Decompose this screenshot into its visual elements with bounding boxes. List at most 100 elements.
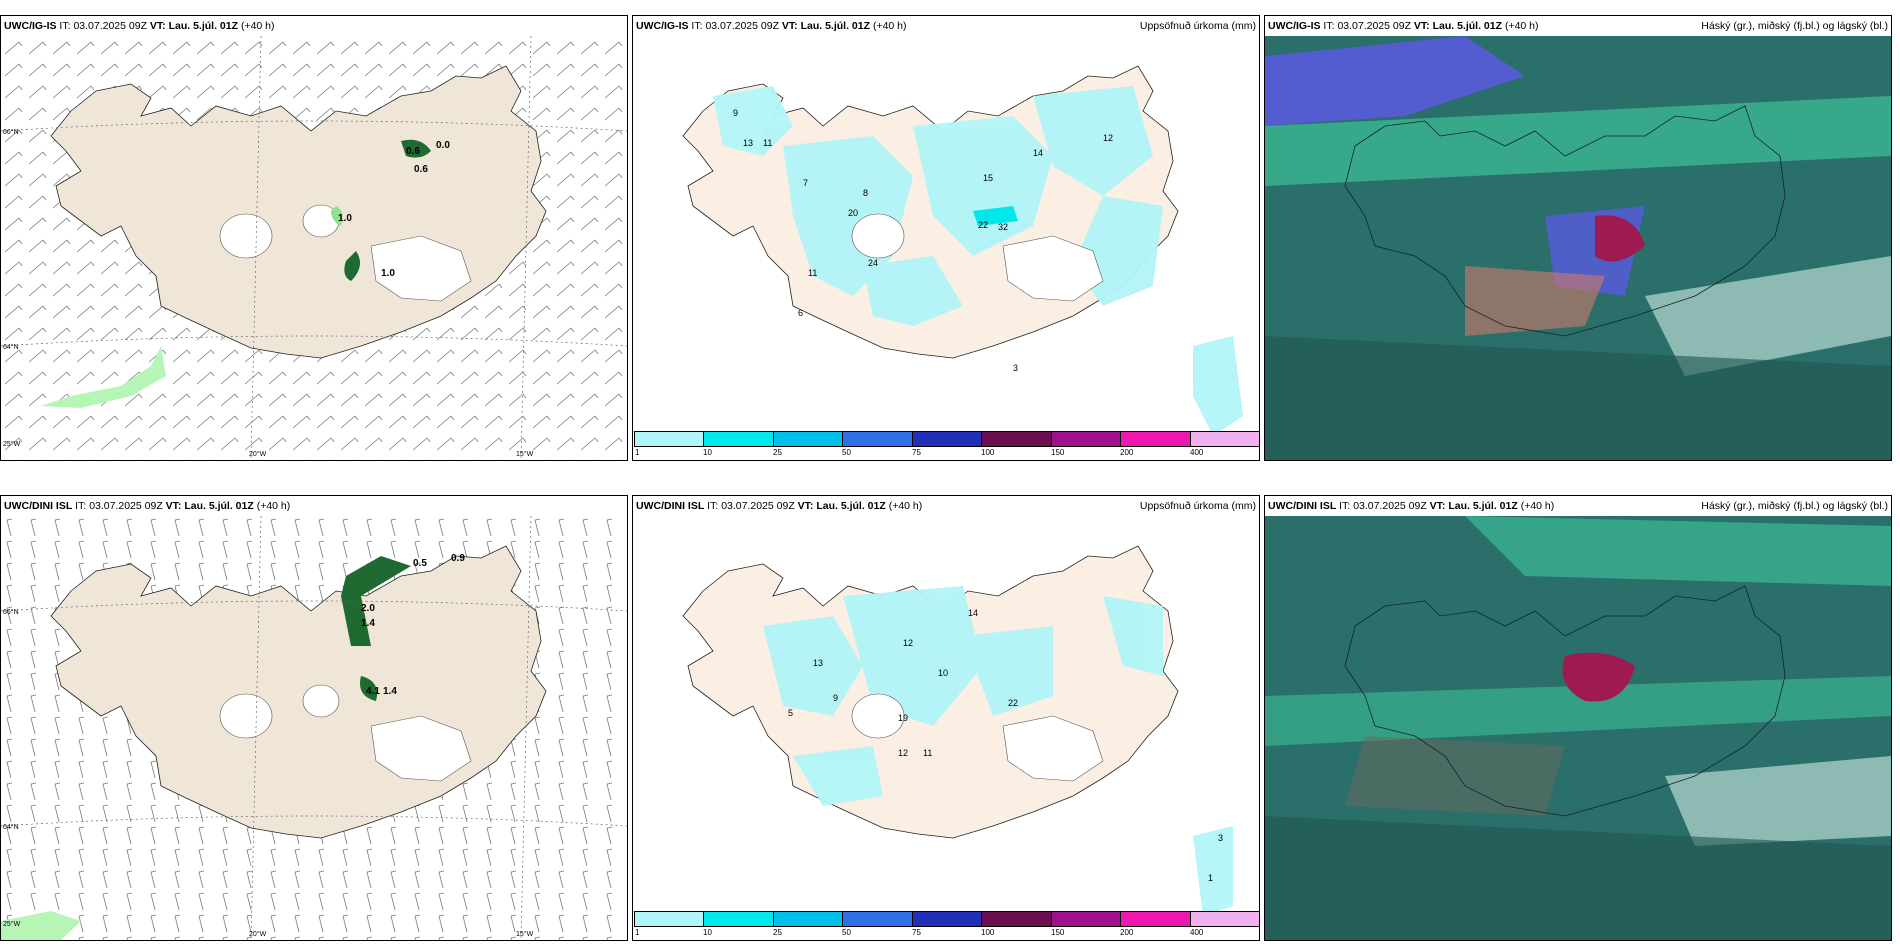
- panel-header: UWC/IG-IS IT: 03.07.2025 09Z VT: Lau. 5.…: [1265, 16, 1891, 36]
- precip-label: 13: [813, 658, 823, 668]
- precip-title: Uppsöfnuð úrkoma (mm): [1139, 20, 1256, 32]
- colorbar-swatches: [634, 431, 1259, 447]
- color-swatch: [704, 432, 774, 446]
- cbar-label: 25: [773, 448, 782, 457]
- lead-time: (+40 h): [872, 20, 907, 32]
- wind-label: 0.5: [413, 558, 427, 569]
- cloud-map-1: [1265, 36, 1891, 460]
- vt-label: VT:: [1413, 20, 1430, 32]
- wind-map-panel-2: UWC/DINI ISL IT: 03.07.2025 09Z VT: Lau.…: [0, 495, 628, 941]
- vt-value: Lau. 5.júl. 01Z: [816, 500, 886, 512]
- model-name: UWC/DINI ISL: [1268, 500, 1337, 512]
- cloud-title: Háský (gr.), miðský (fj.bl.) og lágský (…: [1701, 20, 1888, 32]
- precip-label: 14: [968, 608, 978, 618]
- iceland-outline: [1344, 585, 1786, 817]
- cbar-label: 200: [1120, 448, 1134, 457]
- cbar-label: 100: [981, 448, 995, 457]
- high-cloud-band: [1265, 676, 1891, 746]
- precip-cell: [344, 251, 360, 281]
- precip-label: 12: [1103, 133, 1113, 143]
- precip-label: 10: [938, 668, 948, 678]
- precip-map-panel-1: UWC/IG-IS IT: 03.07.2025 09Z VT: Lau. 5.…: [632, 15, 1260, 461]
- precip-map-panel-2: UWC/DINI ISL IT: 03.07.2025 09Z VT: Lau.…: [632, 495, 1260, 941]
- graticule: [1, 516, 627, 940]
- lead-time: (+40 h): [240, 20, 275, 32]
- cbar-label: 400: [1190, 928, 1204, 937]
- it-label: IT:: [707, 500, 719, 512]
- precip-map-2: 14 12 13 22 10 11 19 12 9 5 3 1: [682, 545, 1233, 916]
- lon-label-15: 15°W: [516, 930, 534, 938]
- color-swatch: [843, 912, 913, 926]
- lon-label-25: 25°W: [3, 920, 21, 928]
- lon-label-25: 25°W: [3, 440, 21, 448]
- precip-label: 1: [1208, 873, 1213, 883]
- it-label: IT:: [1323, 20, 1335, 32]
- it-label: IT:: [1339, 500, 1351, 512]
- colorbar-swatches: [634, 911, 1259, 927]
- wind-label: 1.4: [361, 618, 375, 629]
- it-label: IT:: [59, 20, 71, 32]
- high-cloud-band: [1465, 516, 1891, 586]
- precip-label: 22: [978, 220, 988, 230]
- cloud-map-2: [1265, 516, 1891, 940]
- model-name: UWC/IG-IS: [4, 20, 57, 32]
- precip-label: 3: [1013, 363, 1018, 373]
- precip-label: 32: [998, 222, 1008, 232]
- precip-label: 3: [1218, 833, 1223, 843]
- color-swatch: [982, 432, 1052, 446]
- lead-time: (+40 h): [888, 500, 923, 512]
- lead-time: (+40 h): [1504, 20, 1539, 32]
- precip-label: 11: [923, 748, 932, 758]
- colorbar: 1 10 25 50 75 100 150 200 400: [634, 911, 1259, 939]
- precip-label: 9: [733, 108, 738, 118]
- precip-cell: [341, 556, 411, 646]
- low-cloud: [1465, 266, 1605, 336]
- cloud-shadow: [1265, 816, 1891, 940]
- cbar-label: 50: [842, 448, 851, 457]
- lat-label-64: 64°N: [3, 343, 19, 351]
- colorbar-labels: 1 10 25 50 75 100 150 200 400: [634, 447, 1259, 459]
- low-cloud: [1345, 736, 1565, 816]
- mid-cloud: [1265, 36, 1525, 126]
- color-swatch: [773, 432, 844, 446]
- precip-label: 11: [808, 268, 817, 278]
- lat-label-66: 66°N: [3, 128, 19, 136]
- iceland-outline: [1344, 105, 1786, 337]
- vt-label: VT:: [1429, 500, 1446, 512]
- it-value: 03.07.2025 09Z: [73, 20, 147, 32]
- lon-label-20: 20°W: [249, 930, 267, 938]
- lead-time: (+40 h): [1520, 500, 1555, 512]
- panel-header: UWC/DINI ISL IT: 03.07.2025 09Z VT: Lau.…: [1265, 496, 1891, 516]
- color-swatch: [773, 912, 844, 926]
- precip-value-labels: 14 12 13 22 10 11 19 12 9 5 3 1: [788, 608, 1223, 883]
- precip-label: 7: [803, 178, 808, 188]
- glacier: [851, 213, 905, 259]
- precip-green-sw: [41, 346, 166, 408]
- precip-map-1: 9 13 11 7 8 20 15 14 12 22 32 24 11 6 3: [682, 65, 1243, 436]
- colorbar-labels: 1 10 25 50 75 100 150 200 400: [634, 927, 1259, 939]
- vt-value: Lau. 5.júl. 01Z: [168, 20, 239, 32]
- vt-value: Lau. 5.júl. 01Z: [800, 20, 871, 32]
- color-swatch: [1190, 432, 1259, 446]
- glacier-vatnajokull: [370, 235, 472, 302]
- high-cloud-band: [1265, 96, 1891, 186]
- model-name: UWC/DINI ISL: [636, 500, 705, 512]
- wind-label: 4.1: [366, 686, 380, 697]
- color-swatch: [912, 432, 983, 446]
- wind-value-labels: 0.6 0.0 0.6 1.0 1.0: [338, 140, 450, 279]
- cbar-label: 75: [912, 448, 921, 457]
- it-label: IT:: [691, 20, 703, 32]
- it-value: 03.07.2025 09Z: [89, 500, 163, 512]
- low-cloud: [1562, 652, 1635, 702]
- model-name: UWC/DINI ISL: [4, 500, 73, 512]
- cloud-title: Háský (gr.), miðský (fj.bl.) og lágský (…: [1701, 500, 1888, 512]
- vt-label: VT:: [165, 500, 182, 512]
- precip-value-labels: 9 13 11 7 8 20 15 14 12 22 32 24 11 6 3: [733, 108, 1113, 373]
- panel-header: UWC/IG-IS IT: 03.07.2025 09Z VT: Lau. 5.…: [1, 16, 627, 36]
- wind-label: 0.9: [451, 553, 465, 564]
- wind-map-panel-1: UWC/IG-IS IT: 03.07.2025 09Z VT: Lau. 5.…: [0, 15, 628, 461]
- vt-value: Lau. 5.júl. 01Z: [1448, 500, 1518, 512]
- it-value: 03.07.2025 09Z: [705, 20, 779, 32]
- color-swatch: [1190, 912, 1259, 926]
- precip-label: 11: [763, 138, 772, 148]
